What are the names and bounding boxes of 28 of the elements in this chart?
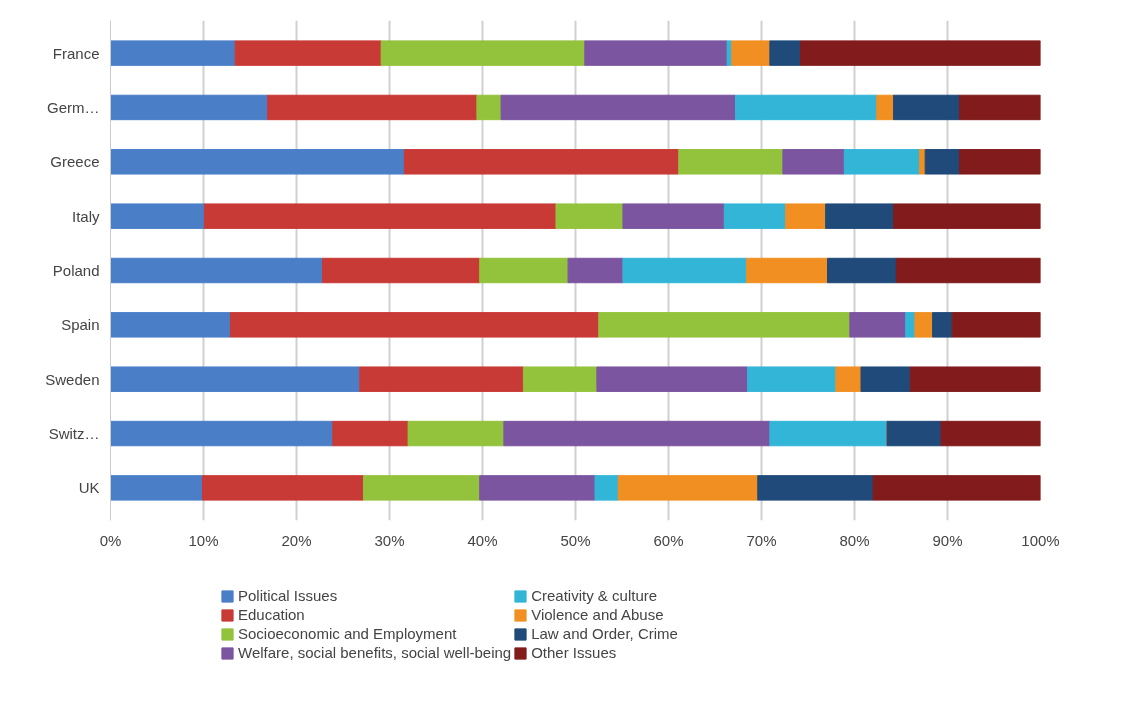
legend-label: Other Issues bbox=[531, 644, 617, 661]
legend-label: Violence and Abuse bbox=[531, 606, 664, 623]
legend-label: Political Issues bbox=[238, 587, 338, 604]
legend-label: Law and Order, Crime bbox=[531, 625, 678, 642]
y-tick-label: Switz… bbox=[48, 425, 100, 443]
y-tick-label: Spain bbox=[61, 316, 100, 334]
y-tick-label: Germ… bbox=[47, 98, 100, 116]
x-tick-label: 50% bbox=[560, 531, 591, 549]
y-tick-label: Italy bbox=[71, 207, 100, 225]
y-tick-label: France bbox=[52, 44, 100, 62]
x-tick-label: 70% bbox=[746, 531, 777, 549]
y-tick-label: UK bbox=[78, 479, 100, 497]
legend-label: Creativity & culture bbox=[531, 587, 658, 604]
x-tick-label: 20% bbox=[281, 531, 312, 549]
x-tick-label: 40% bbox=[467, 531, 498, 549]
y-tick-label: Sweden bbox=[45, 370, 100, 388]
legend-label: Socioeconomic and Employment bbox=[238, 625, 457, 642]
x-tick-label: 100% bbox=[1021, 531, 1060, 549]
legend-label: Education bbox=[238, 606, 305, 623]
x-tick-label: 30% bbox=[374, 531, 405, 549]
x-tick-label: 60% bbox=[653, 531, 684, 549]
x-tick-label: 90% bbox=[932, 531, 963, 549]
x-tick-label: 0% bbox=[99, 531, 122, 549]
x-tick-label: 10% bbox=[188, 531, 219, 549]
legend-label: Welfare, social benefits, social well-being bbox=[238, 644, 512, 661]
y-tick-label: Poland bbox=[52, 262, 100, 279]
y-tick-label: Greece bbox=[50, 153, 100, 171]
x-tick-label: 80% bbox=[839, 531, 870, 549]
